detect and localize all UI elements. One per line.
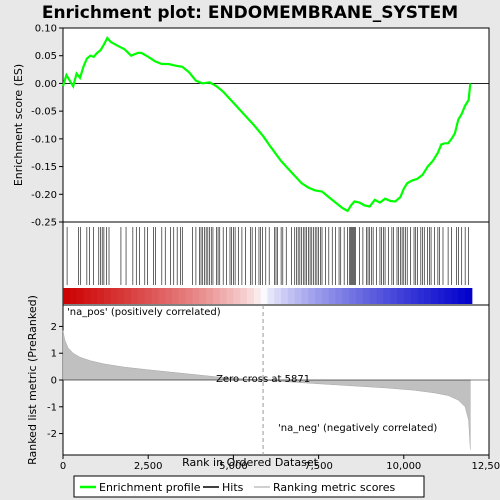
heat-segment [206, 288, 214, 304]
heat-segment [83, 288, 91, 304]
heat-segment [369, 288, 377, 304]
heat-segment [212, 288, 221, 304]
heat-segment [137, 288, 146, 304]
chart-title: Enrichment plot: ENDOMEMBRANE_SYSTEM [42, 3, 458, 23]
heat-segment [69, 288, 78, 304]
heat-segment [403, 288, 412, 304]
x-axis-ticks: 0 2,500 5,000 7,500 10,000 12,500 [60, 455, 500, 472]
heat-segment [349, 288, 357, 304]
rank-y-tick-label: 1 [51, 349, 57, 360]
heat-segment [417, 288, 425, 304]
heat-segment [362, 288, 371, 304]
heat-segment [117, 288, 125, 304]
es-y-ticks: -0.25 -0.20 -0.15 -0.10 -0.05 0.00 0.05 0.10 [31, 24, 63, 229]
heat-segment [158, 288, 166, 304]
heat-segment [63, 288, 71, 304]
heat-segment [260, 288, 268, 304]
heat-segment [199, 288, 207, 304]
rank-y-tick-label: -1 [47, 402, 57, 413]
rank-y-tick-label: -2 [47, 429, 57, 440]
positive-correlation-label: 'na_pos' (positively correlated) [67, 307, 221, 318]
enrichment-profile-line [61, 36, 472, 213]
rank-heat-bar [63, 288, 473, 304]
heat-segment [274, 288, 282, 304]
heat-segment [444, 288, 452, 304]
heat-segment [90, 288, 98, 304]
heat-segment [240, 288, 248, 304]
heat-segment [110, 288, 118, 304]
heat-segment [144, 288, 153, 304]
heat-segment [172, 288, 180, 304]
heat-segment [76, 288, 84, 304]
heat-segment [322, 288, 330, 304]
rank-y-axis-label: Ranked list metric (PreRanked) [26, 295, 39, 465]
rank-y-ticks: -2 -1 0 1 2 [47, 322, 63, 440]
heat-segment [301, 288, 309, 304]
heat-segment [458, 288, 466, 304]
heat-segment [124, 288, 132, 304]
es-y-tick-label: -0.25 [31, 218, 57, 229]
zero-cross-label: Zero cross at 5871 [216, 374, 310, 385]
heat-segment [396, 288, 405, 304]
es-y-axis-label: Enrichment score (ES) [12, 64, 25, 186]
heat-segment [226, 288, 234, 304]
legend-box [73, 475, 425, 498]
negative-correlation-label: 'na_neg' (negatively correlated) [278, 423, 437, 434]
heat-segment [431, 288, 439, 304]
heat-segment [151, 288, 159, 304]
heat-segment [390, 288, 398, 304]
es-y-tick-label: 0.05 [35, 51, 57, 62]
es-y-tick-label: 0.00 [35, 79, 57, 90]
es-y-tick-label: 0.10 [35, 24, 57, 35]
heat-segment [253, 288, 262, 304]
x-tick-label: 12,500 [472, 461, 500, 472]
heat-segment [131, 288, 139, 304]
legend-enrichment-label: Enrichment profile [99, 481, 201, 494]
heat-segment [383, 288, 391, 304]
heat-segment [103, 288, 112, 304]
x-tick-label: 0 [60, 461, 66, 472]
heat-segment [178, 288, 187, 304]
heat-segment [342, 288, 350, 304]
es-y-tick-label: -0.05 [31, 107, 57, 118]
heat-segment [192, 288, 200, 304]
heat-segment [97, 288, 105, 304]
heat-segment [294, 288, 302, 304]
es-y-tick-label: -0.10 [31, 134, 57, 145]
heat-segment [424, 288, 432, 304]
heat-segment [287, 288, 296, 304]
x-tick-label: 10,000 [386, 461, 421, 472]
heat-segment [267, 288, 275, 304]
heat-segment [335, 288, 343, 304]
heat-segment [281, 288, 289, 304]
x-tick-label: 2,500 [134, 461, 163, 472]
heat-segment [328, 288, 337, 304]
rank-y-tick-label: 2 [51, 322, 57, 333]
heat-segment [410, 288, 418, 304]
legend-ranking-label: Ranking metric scores [273, 481, 395, 494]
heat-segment [233, 288, 241, 304]
heat-segment [437, 288, 446, 304]
heat-segment [376, 288, 384, 304]
x-axis-label: Rank in Ordered Dataset [182, 456, 319, 469]
heat-segment [451, 288, 459, 304]
rank-y-tick-label: 0 [51, 376, 57, 387]
heat-segment [465, 288, 473, 304]
legend-hits-label: Hits [222, 481, 244, 494]
es-y-tick-label: -0.20 [31, 190, 57, 201]
hit-lines [66, 227, 469, 285]
heat-segment [219, 288, 227, 304]
heat-segment [247, 288, 255, 304]
heat-segment [308, 288, 316, 304]
x-tick-label: 5,000 [219, 461, 248, 472]
heat-segment [165, 288, 173, 304]
heat-segment [185, 288, 193, 304]
heat-segment [315, 288, 323, 304]
x-tick-label: 7,500 [304, 461, 333, 472]
es-panel [62, 27, 490, 223]
heat-segment [356, 288, 364, 304]
es-y-tick-label: -0.15 [31, 162, 57, 173]
